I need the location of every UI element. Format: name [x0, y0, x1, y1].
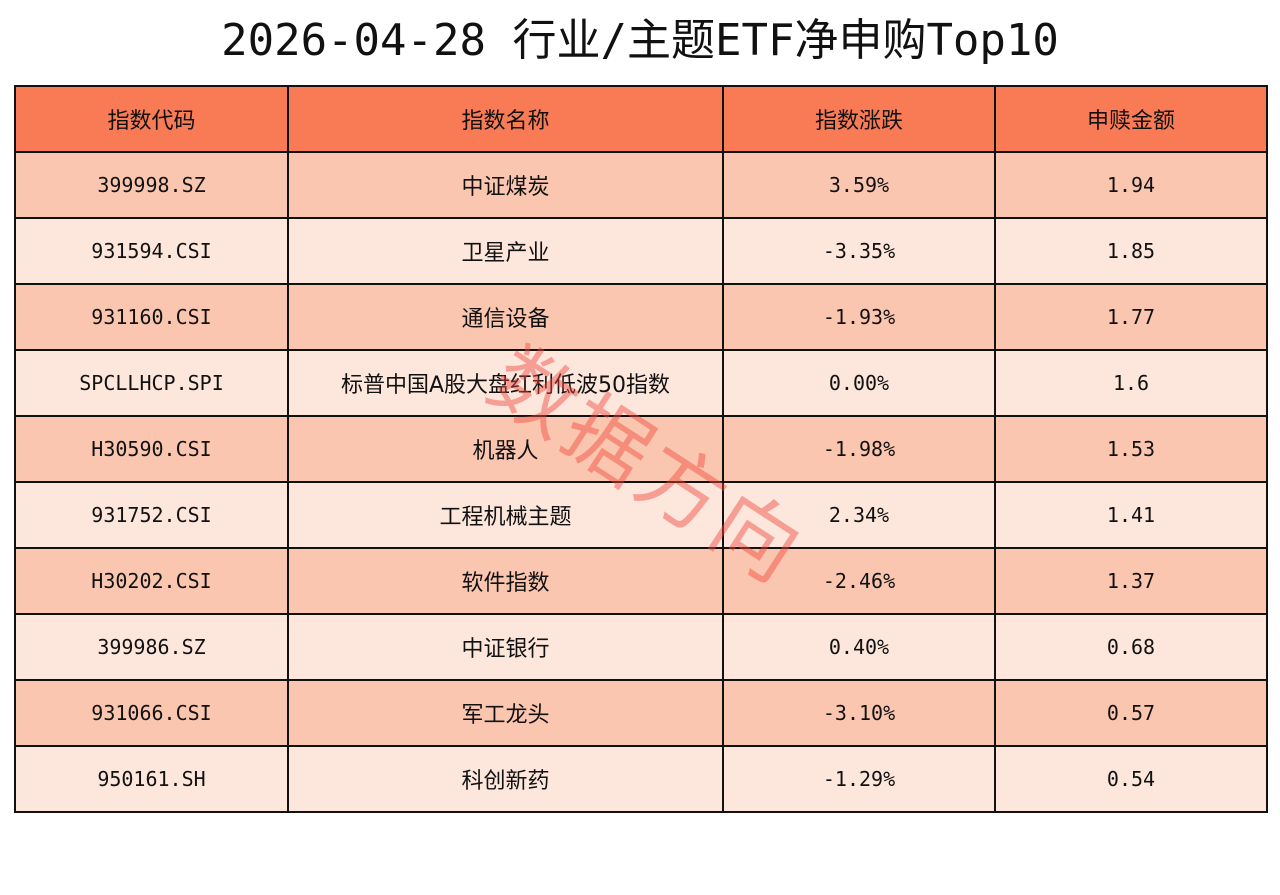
cell-amount: 1.53	[994, 415, 1268, 483]
cell-index-change: -1.98%	[722, 415, 996, 483]
cell-index-change: -3.10%	[722, 679, 996, 747]
table-row: 931160.CSI 通信设备 -1.93% 1.77	[14, 283, 1268, 351]
cell-index-name: 中证煤炭	[287, 151, 724, 219]
cell-index-change: -3.35%	[722, 217, 996, 285]
cell-index-change: -1.93%	[722, 283, 996, 351]
column-header-change: 指数涨跌	[722, 85, 996, 153]
table-row: 399986.SZ 中证银行 0.40% 0.68	[14, 613, 1268, 681]
cell-amount: 1.77	[994, 283, 1268, 351]
column-header-amount: 申赎金额	[994, 85, 1268, 153]
cell-index-change: 0.40%	[722, 613, 996, 681]
cell-amount: 0.57	[994, 679, 1268, 747]
table-row: 931752.CSI 工程机械主题 2.34% 1.41	[14, 481, 1268, 549]
column-header-name: 指数名称	[287, 85, 724, 153]
cell-index-code: H30202.CSI	[14, 547, 289, 615]
cell-index-name: 通信设备	[287, 283, 724, 351]
cell-index-code: SPCLLHCP.SPI	[14, 349, 289, 417]
table-row: 399998.SZ 中证煤炭 3.59% 1.94	[14, 151, 1268, 219]
cell-index-name: 工程机械主题	[287, 481, 724, 549]
cell-amount: 1.94	[994, 151, 1268, 219]
cell-index-change: 2.34%	[722, 481, 996, 549]
cell-amount: 1.37	[994, 547, 1268, 615]
cell-index-code: 950161.SH	[14, 745, 289, 813]
cell-amount: 1.6	[994, 349, 1268, 417]
cell-index-name: 军工龙头	[287, 679, 724, 747]
table-row: 950161.SH 科创新药 -1.29% 0.54	[14, 745, 1268, 813]
cell-index-code: 931066.CSI	[14, 679, 289, 747]
cell-index-code: 931594.CSI	[14, 217, 289, 285]
cell-index-change: -1.29%	[722, 745, 996, 813]
cell-index-change: 0.00%	[722, 349, 996, 417]
table-row: 931066.CSI 军工龙头 -3.10% 0.57	[14, 679, 1268, 747]
table-body: 399998.SZ 中证煤炭 3.59% 1.94 931594.CSI 卫星产业 -3.3…	[14, 151, 1268, 813]
cell-index-change: 3.59%	[722, 151, 996, 219]
cell-index-change: -2.46%	[722, 547, 996, 615]
etf-table: 指数代码 指数名称 指数涨跌 申赎金额 399998.SZ 中证煤炭 3.59% 1.…	[14, 85, 1268, 813]
table-row: 931594.CSI 卫星产业 -3.35% 1.85	[14, 217, 1268, 285]
column-header-code: 指数代码	[14, 85, 289, 153]
cell-index-name: 标普中国A股大盘红利低波50指数	[287, 349, 724, 417]
cell-amount: 1.85	[994, 217, 1268, 285]
page-title: 2026-04-28 行业/主题ETF净申购Top10	[221, 15, 1059, 66]
cell-index-name: 机器人	[287, 415, 724, 483]
cell-index-name: 中证银行	[287, 613, 724, 681]
table-row: SPCLLHCP.SPI 标普中国A股大盘红利低波50指数 0.00% 1.6	[14, 349, 1268, 417]
cell-index-code: 399998.SZ	[14, 151, 289, 219]
cell-amount: 1.41	[994, 481, 1268, 549]
table-row: H30202.CSI 软件指数 -2.46% 1.37	[14, 547, 1268, 615]
table-header-row: 指数代码 指数名称 指数涨跌 申赎金额	[14, 85, 1268, 153]
cell-index-name: 卫星产业	[287, 217, 724, 285]
cell-index-name: 软件指数	[287, 547, 724, 615]
cell-index-code: 931752.CSI	[14, 481, 289, 549]
cell-index-code: H30590.CSI	[14, 415, 289, 483]
table-row: H30590.CSI 机器人 -1.98% 1.53	[14, 415, 1268, 483]
cell-index-code: 399986.SZ	[14, 613, 289, 681]
cell-index-name: 科创新药	[287, 745, 724, 813]
cell-amount: 0.54	[994, 745, 1268, 813]
cell-amount: 0.68	[994, 613, 1268, 681]
cell-index-code: 931160.CSI	[14, 283, 289, 351]
